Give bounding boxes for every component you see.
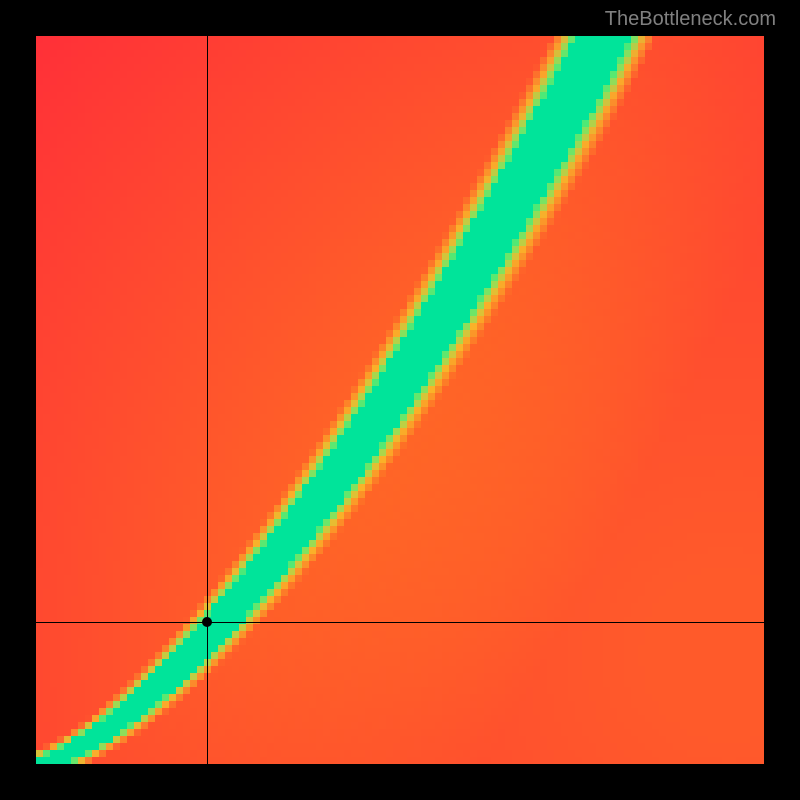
heatmap-plot (36, 36, 764, 764)
crosshair-horizontal (36, 622, 764, 623)
heatmap-canvas (36, 36, 764, 764)
crosshair-vertical (207, 36, 208, 764)
crosshair-dot (202, 617, 212, 627)
watermark-text: TheBottleneck.com (605, 8, 776, 31)
